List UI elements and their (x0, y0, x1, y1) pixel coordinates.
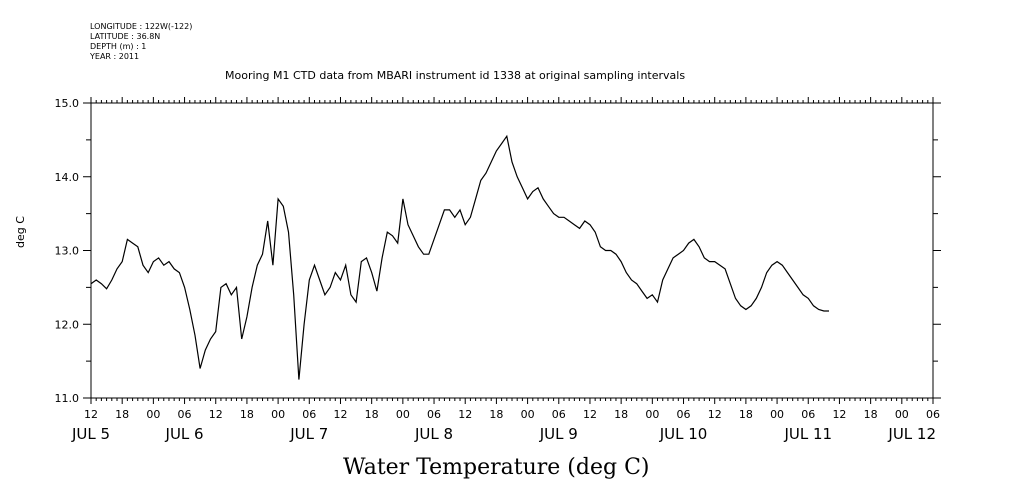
x-hour-label: 18 (739, 408, 753, 421)
meta-depth: DEPTH (m) : 1 (90, 42, 147, 51)
x-hour-label: 18 (365, 408, 379, 421)
x-date-label: JUL 5 (71, 425, 110, 443)
x-axis-title: Water Temperature (deg C) (343, 455, 650, 480)
x-hour-label: 12 (458, 408, 472, 421)
x-date-label: JUL 9 (539, 425, 578, 443)
meta-longitude: LONGITUDE : 122W(-122) (90, 22, 193, 31)
x-hour-label: 06 (178, 408, 192, 421)
x-hour-label: 18 (240, 408, 254, 421)
x-hour-label: 12 (832, 408, 846, 421)
x-hour-label: 00 (521, 408, 535, 421)
x-hour-label: 06 (926, 408, 940, 421)
x-date-label: JUL 12 (887, 425, 936, 443)
x-hour-label: 06 (801, 408, 815, 421)
y-tick-label: 15.0 (55, 97, 80, 110)
x-hour-label: 18 (614, 408, 628, 421)
x-hour-label: 12 (84, 408, 98, 421)
series-line-0 (90, 134, 829, 380)
x-hour-label: 00 (645, 408, 659, 421)
x-hour-label: 12 (209, 408, 223, 421)
x-date-label: JUL 7 (289, 425, 328, 443)
x-hour-label: 06 (677, 408, 691, 421)
x-hour-label: 06 (427, 408, 441, 421)
plot-frame (90, 102, 934, 399)
chart-title: Mooring M1 CTD data from MBARI instrumen… (225, 69, 686, 82)
x-hour-label: 06 (552, 408, 566, 421)
x-hour-label: 00 (396, 408, 410, 421)
x-hour-label: 12 (333, 408, 347, 421)
x-hour-label: 12 (583, 408, 597, 421)
meta-latitude: LATITUDE : 36.8N (90, 32, 161, 41)
x-hour-label: 06 (302, 408, 316, 421)
y-tick-label: 13.0 (55, 245, 80, 258)
x-hour-label: 12 (708, 408, 722, 421)
x-hour-label: 00 (770, 408, 784, 421)
x-date-label: JUL 8 (414, 425, 453, 443)
x-hour-label: 00 (895, 408, 909, 421)
y-axis-label: deg C (14, 216, 27, 248)
y-tick-label: 14.0 (55, 171, 80, 184)
x-hour-label: 00 (271, 408, 285, 421)
x-hour-label: 00 (146, 408, 160, 421)
x-hour-label: 18 (864, 408, 878, 421)
y-tick-label: 11.0 (55, 392, 80, 405)
x-date-label: JUL 11 (783, 425, 832, 443)
x-hour-label: 18 (489, 408, 503, 421)
y-tick-label: 12.0 (55, 318, 80, 331)
x-date-label: JUL 10 (659, 425, 708, 443)
x-date-label: JUL 6 (165, 425, 204, 443)
meta-year: YEAR : 2011 (90, 52, 140, 61)
x-hour-label: 18 (115, 408, 129, 421)
meta-block: LONGITUDE : 122W(-122) LATITUDE : 36.8N … (90, 22, 192, 62)
